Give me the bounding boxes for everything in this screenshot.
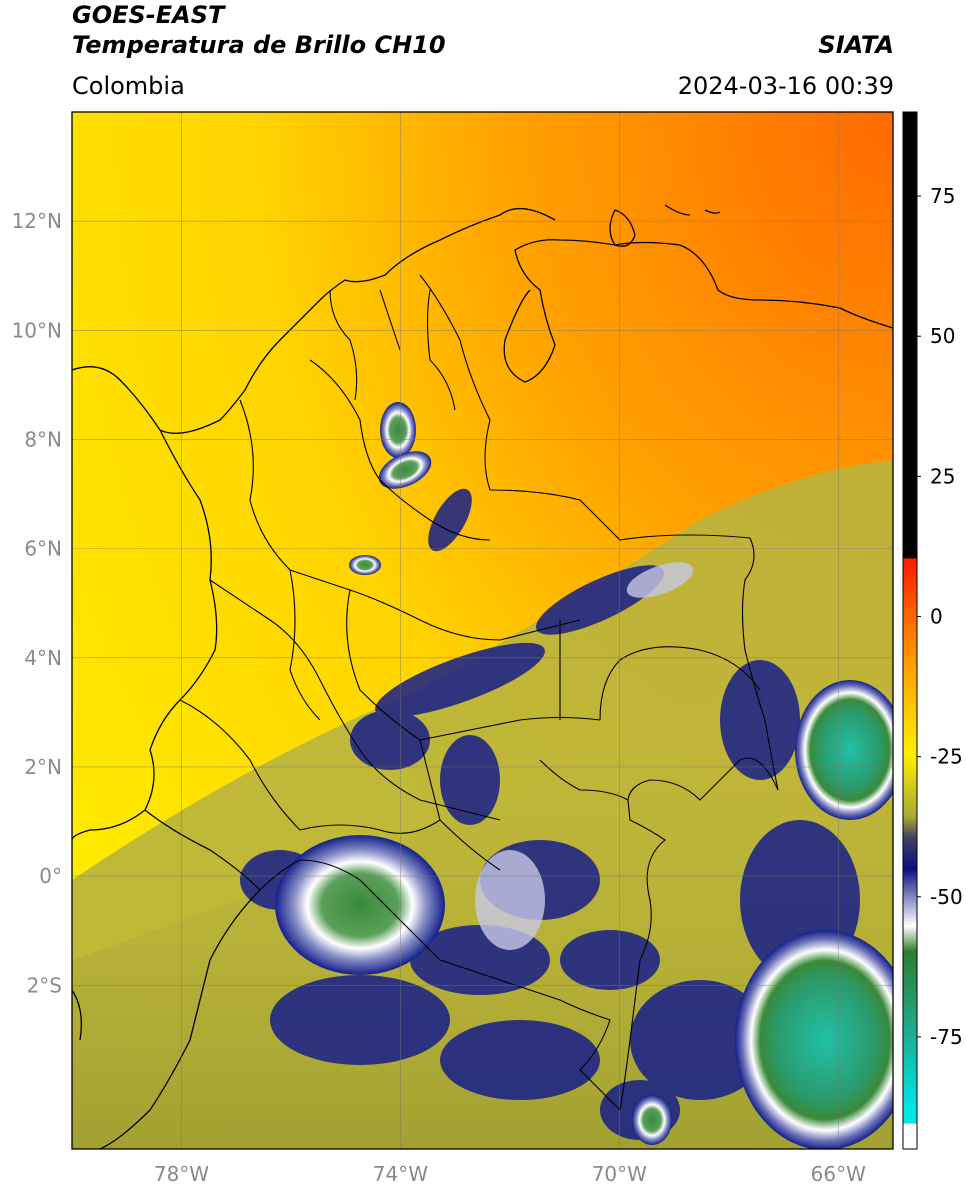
latitude-labels: 12°N 10°N 8°N 6°N 4°N 2°N 0° 2°S <box>12 209 62 997</box>
colorbar-tick-label: 50 <box>930 324 955 348</box>
timestamp-label: 2024-03-16 00:39 <box>677 72 894 100</box>
lat-tick-label: 2°N <box>24 755 62 779</box>
lat-tick-label: 6°N <box>24 537 62 561</box>
lat-tick-label: 4°N <box>24 646 62 670</box>
colorbar-tick-label: 25 <box>930 464 955 488</box>
lat-tick-label: 2°S <box>27 973 62 997</box>
brand-label: SIATA <box>818 31 894 59</box>
lat-tick-label: 8°N <box>24 427 62 451</box>
colorbar-labels: 75 50 25 0 -25 -50 -75 <box>917 184 963 1049</box>
colorbar-tick-label: -75 <box>930 1025 963 1049</box>
lon-tick-label: 74°W <box>373 1162 428 1186</box>
map-imagery <box>72 112 893 1149</box>
colorbar-tick-label: -25 <box>930 745 963 769</box>
lon-tick-label: 66°W <box>811 1162 866 1186</box>
colorbar-tick-label: 0 <box>930 604 943 628</box>
lon-tick-label: 70°W <box>592 1162 647 1186</box>
map-grid <box>72 112 893 1149</box>
colorbar-tick-label: 75 <box>930 184 955 208</box>
satellite-title: GOES-EAST <box>72 1 225 29</box>
lat-tick-label: 12°N <box>12 209 62 233</box>
longitude-labels: 78°W 74°W 70°W 66°W <box>154 1162 866 1186</box>
region-label: Colombia <box>72 72 185 100</box>
product-title: Temperatura de Brillo CH10 <box>72 31 446 59</box>
lat-tick-label: 10°N <box>12 318 62 342</box>
colorbar <box>902 111 918 1150</box>
colorbar-tick-label: -50 <box>930 885 963 909</box>
map-frame <box>71 111 894 1150</box>
lon-tick-label: 78°W <box>154 1162 209 1186</box>
lat-tick-label: 0° <box>39 864 62 888</box>
